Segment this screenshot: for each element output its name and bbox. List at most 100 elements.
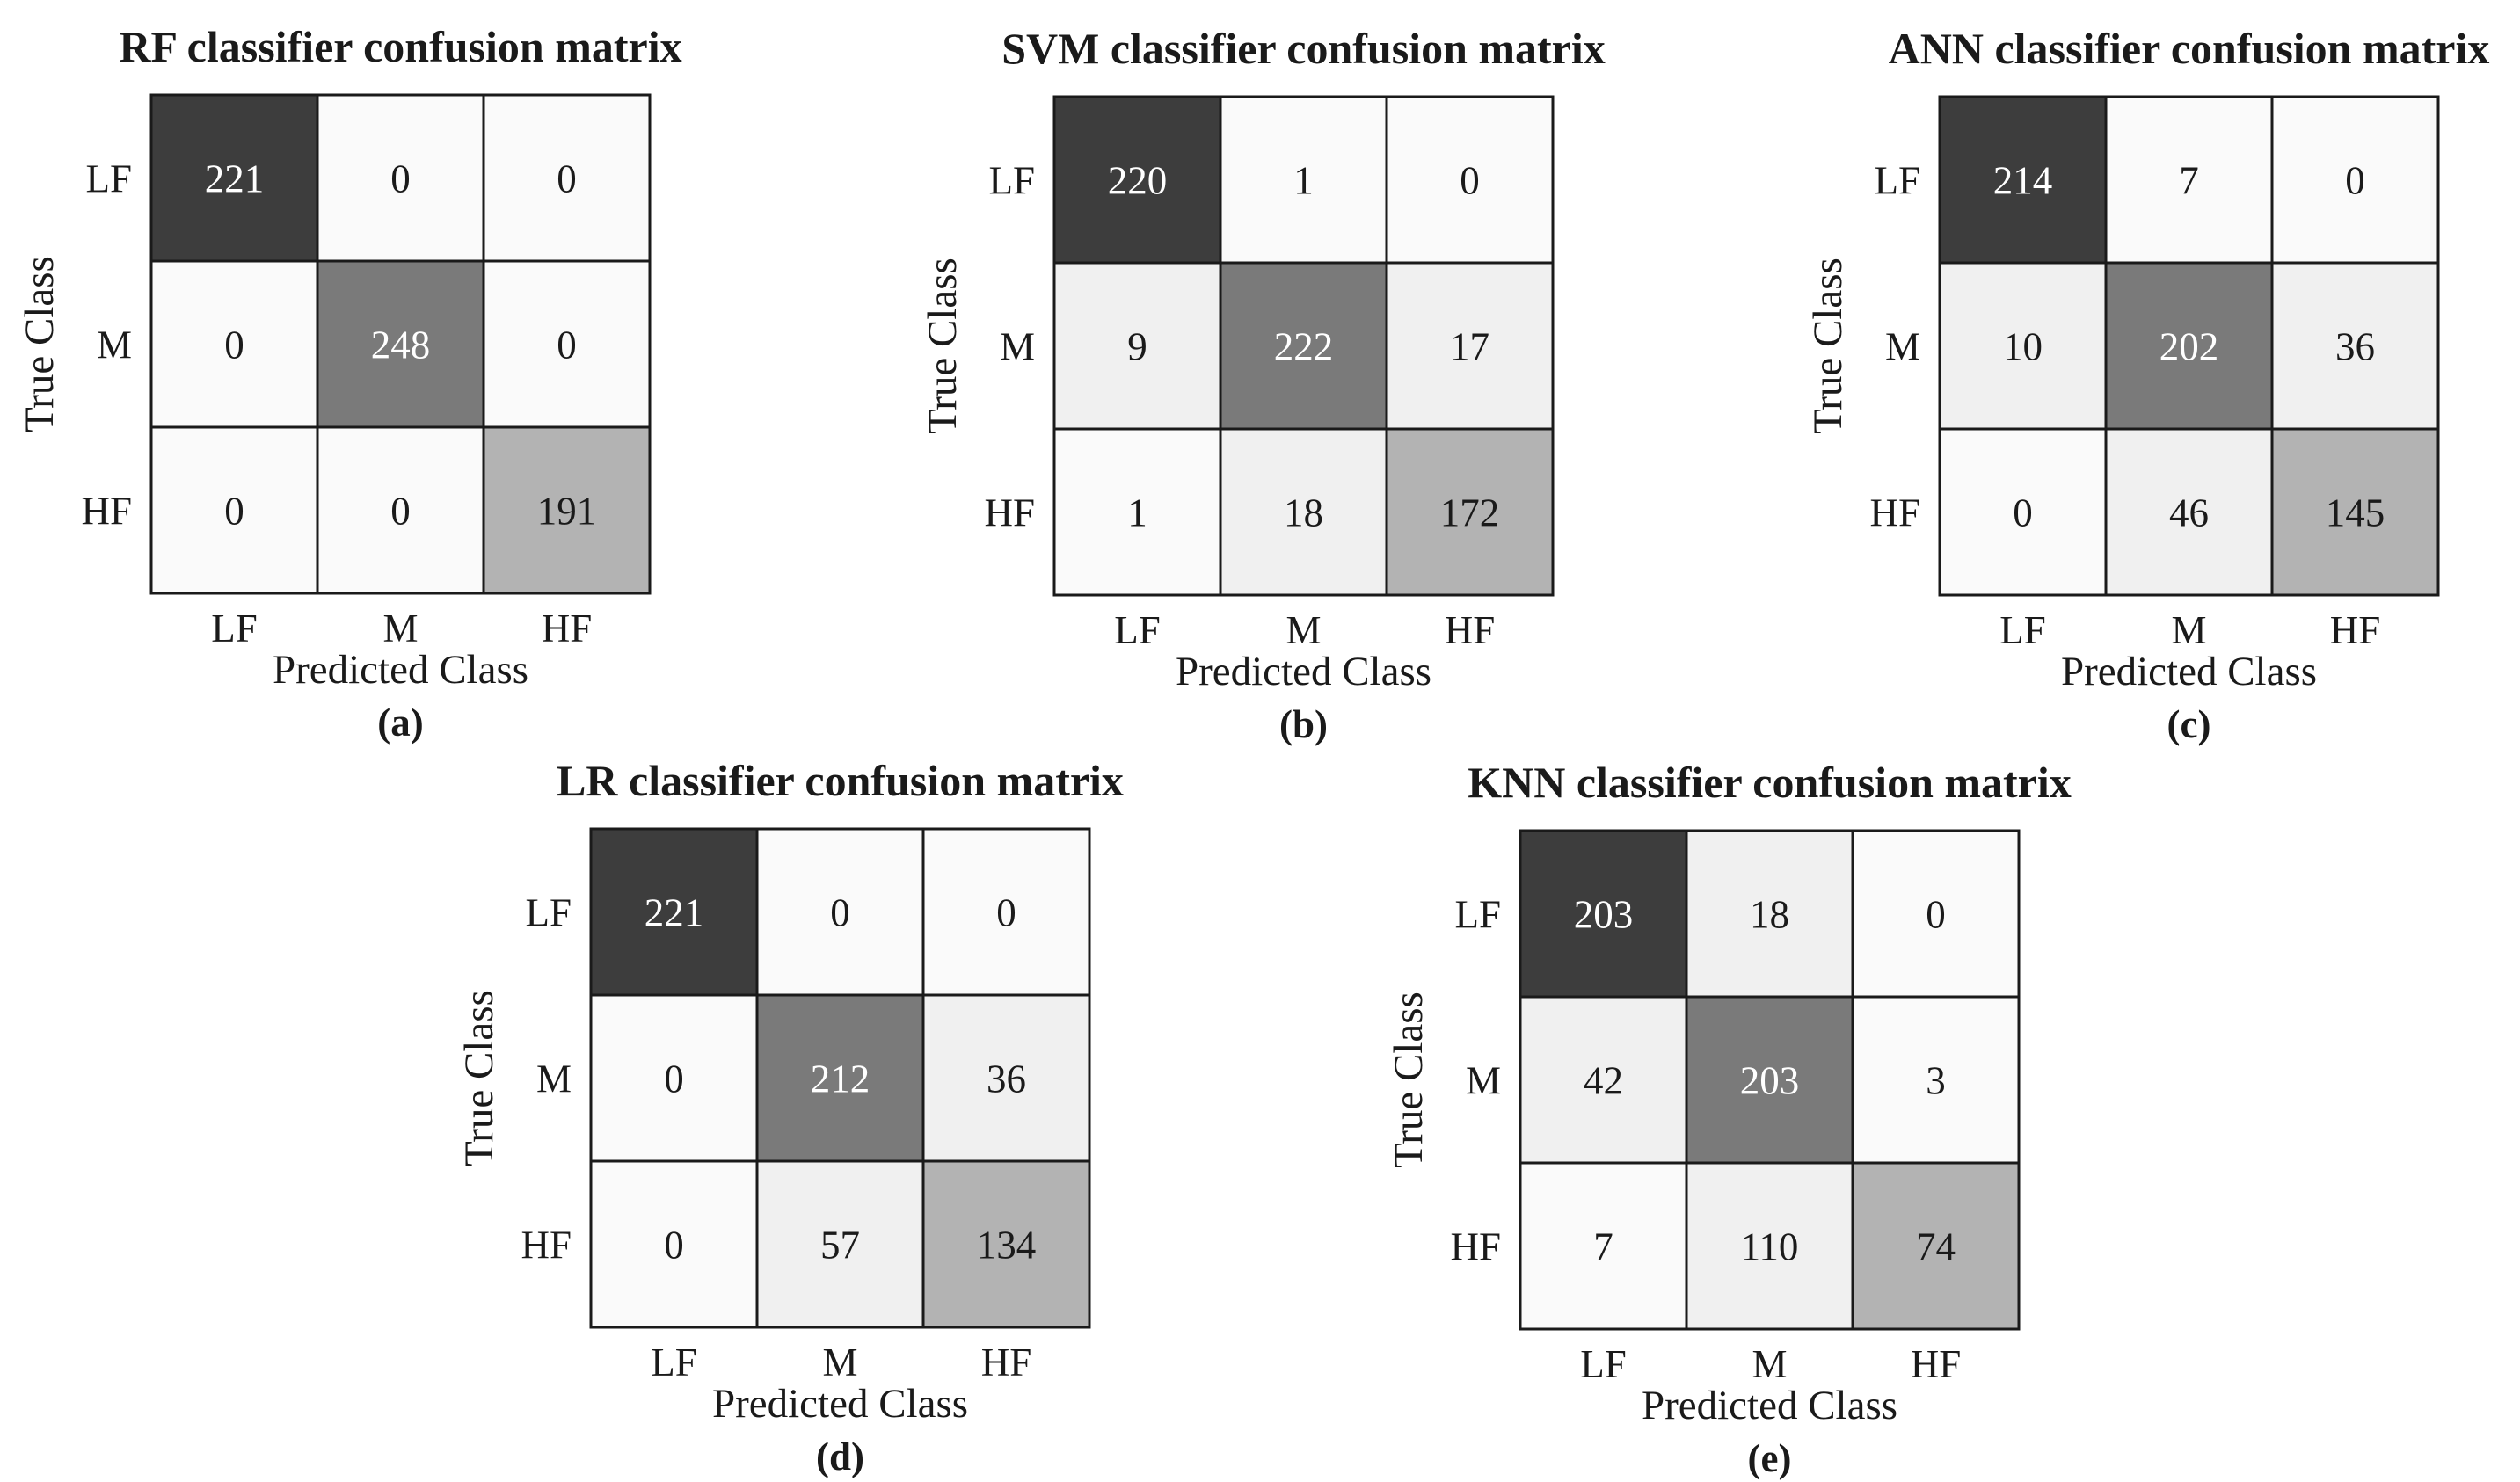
y-tick-label: M: [97, 323, 132, 367]
cell-value-label: 0: [830, 891, 850, 935]
y-tick-label: M: [1466, 1059, 1501, 1103]
x-tick-label: LF: [1114, 608, 1161, 652]
x-axis-label: Predicted Class: [273, 647, 528, 693]
matrix-cell: [921, 1159, 1091, 1329]
chart-title: KNN classifier confusion matrix: [1468, 758, 2072, 807]
cell-value-label: 222: [1274, 325, 1334, 369]
panel-label: (a): [377, 701, 423, 745]
chart-title: LR classifier confusion matrix: [557, 756, 1124, 805]
x-tick-label: LF: [651, 1340, 697, 1384]
cell-value-label: 18: [1750, 893, 1789, 937]
cell-value-label: 0: [664, 1224, 684, 1268]
x-axis-label: Predicted Class: [712, 1381, 968, 1427]
cell-value-label: 46: [2169, 491, 2209, 535]
x-tick-label: LF: [211, 607, 258, 650]
matrix-cell: [1938, 427, 2108, 597]
cell-value-label: 203: [1740, 1059, 1800, 1103]
cell-value-label: 0: [996, 891, 1016, 935]
matrix-cell: [1938, 261, 2108, 431]
chart-title: ANN classifier confusion matrix: [1889, 24, 2490, 73]
matrix-cell: [149, 425, 319, 595]
x-tick-label: M: [2171, 608, 2206, 652]
y-axis-label: True Class: [456, 990, 502, 1166]
cell-value-label: 203: [1574, 893, 1634, 937]
y-tick-label: HF: [81, 490, 132, 534]
y-axis-label: True Class: [1805, 258, 1851, 434]
confusion-matrix-panel: KNN classifier confusion matrix 203 18 0 42 2…: [1386, 758, 2072, 1480]
matrix-cell: [1052, 95, 1222, 265]
cell-value-label: 220: [1108, 159, 1168, 203]
matrix-cell: [2270, 95, 2440, 265]
matrix-cell: [482, 93, 652, 263]
matrix-cell: [482, 425, 652, 595]
matrix-cell: [1851, 995, 2021, 1165]
cell-value-label: 57: [820, 1224, 860, 1268]
matrix-cell: [1519, 1161, 1688, 1331]
matrix-cell: [921, 827, 1091, 997]
panel-label: (e): [1748, 1436, 1792, 1480]
cell-value-label: 191: [537, 490, 597, 534]
matrix-cell: [1519, 829, 1688, 999]
cell-value-label: 145: [2326, 491, 2385, 535]
x-tick-label: M: [382, 607, 418, 650]
matrix-cell: [2270, 261, 2440, 431]
matrix-cell: [1219, 427, 1388, 597]
cell-value-label: 0: [2013, 491, 2033, 535]
cell-value-label: 18: [1284, 491, 1323, 535]
y-tick-label: LF: [85, 157, 132, 201]
x-tick-label: HF: [542, 607, 593, 650]
cell-value-label: 0: [557, 323, 577, 367]
cell-value-label: 248: [371, 323, 431, 367]
x-axis-label: Predicted Class: [2061, 649, 2317, 694]
x-tick-label: M: [1285, 608, 1321, 652]
cell-value-label: 0: [2345, 159, 2365, 203]
cell-value-label: 0: [224, 323, 244, 367]
x-tick-label: LF: [1580, 1342, 1627, 1386]
y-tick-label: M: [1000, 325, 1035, 369]
cell-value-label: 0: [390, 490, 411, 534]
y-axis-label: True Class: [17, 256, 62, 432]
matrix-cell: [1938, 95, 2108, 265]
y-tick-label: HF: [984, 491, 1035, 535]
y-tick-label: LF: [988, 159, 1035, 203]
cell-value-label: 74: [1916, 1225, 1956, 1269]
matrix-cell: [149, 93, 319, 263]
matrix-cell: [2270, 427, 2440, 597]
cell-value-label: 36: [987, 1057, 1026, 1101]
cell-value-label: 221: [205, 157, 265, 201]
cell-value-label: 1: [1293, 159, 1314, 203]
matrix-cell: [1219, 261, 1388, 431]
confusion-matrix-panel: ANN classifier confusion matrix 214 7 0 10 20…: [1805, 24, 2489, 746]
matrix-cell: [755, 1159, 925, 1329]
matrix-cell: [755, 827, 925, 997]
matrix-cell: [1385, 427, 1555, 597]
confusion-matrix-panel: LR classifier confusion matrix 221 0 0 0 212 3…: [456, 756, 1124, 1478]
cell-value-label: 110: [1741, 1225, 1799, 1269]
cell-value-label: 0: [390, 157, 411, 201]
cell-value-label: 172: [1440, 491, 1500, 535]
matrix-cell: [316, 93, 485, 263]
y-tick-label: LF: [1454, 893, 1501, 937]
matrix-cell: [1052, 427, 1222, 597]
panel-label: (b): [1279, 702, 1328, 746]
chart-title: SVM classifier confusion matrix: [1001, 24, 1606, 73]
matrix-cell: [1851, 1161, 2021, 1331]
cell-value-label: 0: [557, 157, 577, 201]
cell-value-label: 0: [224, 490, 244, 534]
y-tick-label: HF: [521, 1224, 572, 1268]
cell-value-label: 0: [1460, 159, 1480, 203]
confusion-matrix-panel: SVM classifier confusion matrix 220 1 0 9 222…: [920, 24, 1606, 746]
matrix-cell: [2104, 261, 2274, 431]
y-tick-label: HF: [1450, 1225, 1501, 1269]
x-tick-label: M: [1752, 1342, 1787, 1386]
x-tick-label: HF: [1445, 608, 1496, 652]
panel-label: (d): [816, 1435, 864, 1478]
cell-value-label: 212: [811, 1057, 870, 1101]
matrix-cell: [482, 259, 652, 429]
cell-value-label: 36: [2335, 325, 2375, 369]
confusion-matrix-panel: RF classifier confusion matrix 221 0 0 0 248 0…: [17, 22, 682, 745]
matrix-cell: [1519, 995, 1688, 1165]
matrix-cell: [2104, 95, 2274, 265]
cell-value-label: 1: [1127, 491, 1147, 535]
